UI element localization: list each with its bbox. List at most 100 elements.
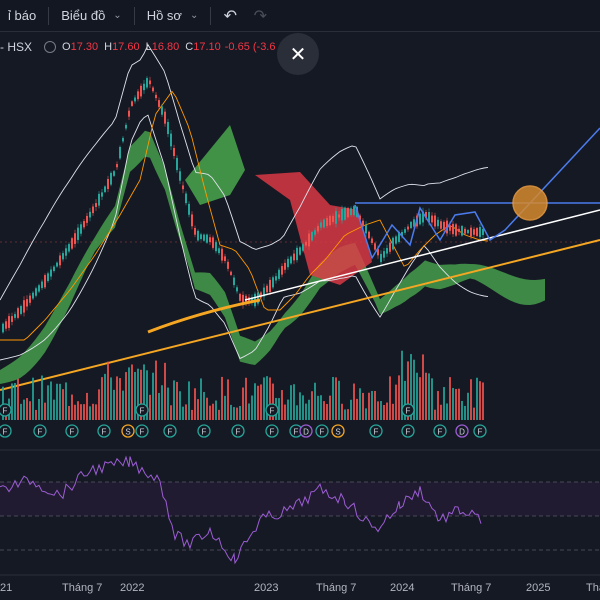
ichimoku-cloud-bullish	[185, 125, 245, 205]
symbol-label[interactable]: - HSX	[0, 40, 33, 54]
candle-body	[473, 229, 475, 235]
volume-bar	[257, 385, 259, 420]
candle-body	[101, 192, 103, 197]
candle-body	[227, 261, 229, 269]
candle-body	[404, 229, 406, 233]
volume-bar	[272, 383, 274, 420]
candle-body	[239, 293, 241, 301]
candle-body	[176, 157, 178, 171]
volume-bar	[284, 404, 286, 420]
event-badge-label: F	[236, 428, 241, 437]
candle-body	[434, 215, 436, 227]
volume-bar	[260, 384, 262, 420]
candle-body	[158, 100, 160, 107]
redo-button[interactable]: ↷	[245, 0, 275, 32]
volume-bar	[191, 409, 193, 420]
projection-path	[354, 127, 600, 260]
candle-body	[128, 110, 130, 117]
volume-bar	[473, 407, 475, 420]
volume-bar	[182, 406, 184, 420]
time-axis-label: 2025	[526, 582, 551, 594]
volume-bar	[338, 380, 340, 420]
candle-body	[194, 227, 196, 235]
candle-body	[74, 233, 76, 244]
candle-body	[35, 288, 37, 296]
visibility-icon[interactable]	[44, 41, 57, 53]
event-badge	[33, 424, 47, 438]
time-axis-label: Tháng 7	[62, 582, 103, 594]
candle-body	[380, 253, 382, 263]
volume-bar	[422, 354, 424, 420]
volume-bar	[461, 400, 463, 420]
candle-body	[311, 232, 313, 241]
volume-bar	[323, 401, 325, 420]
volume-bar	[188, 381, 190, 420]
volume-bar	[239, 405, 241, 420]
volume-bar	[11, 383, 13, 420]
volume-bar	[455, 388, 457, 420]
volume-bar	[290, 385, 292, 420]
volume-bar	[107, 361, 109, 420]
candle-body	[353, 206, 355, 216]
candle-body	[182, 185, 184, 190]
event-badge	[315, 424, 329, 438]
volume-bar	[200, 378, 202, 420]
event-badge	[401, 424, 415, 438]
volume-bar	[173, 380, 175, 420]
candle-body	[203, 234, 205, 241]
candle-body	[206, 234, 208, 243]
volume-bar	[458, 388, 460, 420]
volume-bar	[314, 382, 316, 420]
volume-bar	[86, 392, 88, 420]
candle-body	[119, 146, 121, 159]
candle-body	[374, 243, 376, 250]
event-badge	[163, 424, 177, 438]
volume-bar	[161, 385, 163, 420]
toolbar-divider	[133, 6, 135, 25]
alerts-menu[interactable]: ỉ báo	[0, 0, 44, 32]
volume-bar	[68, 405, 70, 420]
candle-body	[188, 203, 190, 215]
volume-bar	[320, 395, 322, 420]
volume-bar	[242, 387, 244, 420]
undo-button[interactable]: ↶	[215, 0, 245, 32]
volume-bar	[350, 399, 352, 420]
volume-bar	[23, 399, 25, 420]
orange-trendline-thick	[147, 298, 261, 334]
volume-bar	[413, 359, 415, 420]
volume-bar	[383, 405, 385, 420]
volume-bar	[467, 392, 469, 420]
volume-bar	[434, 409, 436, 420]
volume-bar	[305, 403, 307, 420]
chart-menu[interactable]: Biểu đồ ⌄	[53, 0, 129, 32]
volume-bar	[407, 361, 409, 420]
candle-body	[2, 323, 4, 333]
candle-body	[23, 300, 25, 313]
candle-body	[20, 306, 22, 314]
candle-body	[455, 224, 457, 236]
time-axis-label: Tháng 7	[316, 582, 357, 594]
candle-body	[212, 237, 214, 248]
volume-bar	[74, 404, 76, 420]
volume-bar	[203, 391, 205, 420]
candle-body	[26, 299, 28, 307]
volume-bar	[377, 401, 379, 420]
candle-body	[248, 297, 250, 303]
close-button[interactable]: ✕	[277, 33, 319, 75]
candle-body	[392, 237, 394, 250]
event-badge-label: F	[168, 428, 173, 437]
volume-bar	[464, 405, 466, 420]
volume-bar	[134, 371, 136, 420]
volume-bar	[116, 376, 118, 420]
event-badge	[455, 424, 469, 438]
event-badge	[197, 424, 211, 438]
profile-menu[interactable]: Hồ sơ ⌄	[139, 0, 207, 32]
volume-bar	[230, 404, 232, 420]
candle-body	[116, 164, 118, 168]
chevron-down-icon: ⌄	[113, 10, 122, 21]
volume-bar	[251, 395, 253, 420]
volume-bar	[416, 372, 418, 420]
volume-bar	[32, 377, 34, 420]
volume-bar	[269, 377, 271, 420]
